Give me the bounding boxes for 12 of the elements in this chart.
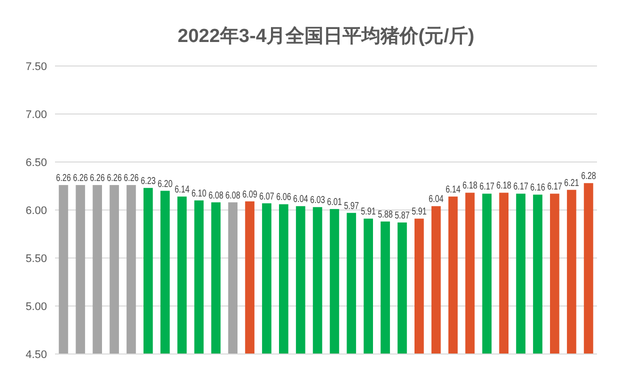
data-label: 6.21 — [564, 178, 584, 189]
y-tick-label: 6.50 — [26, 157, 47, 169]
data-label: 6.28 — [581, 171, 601, 182]
y-tick-label: 5.00 — [26, 301, 47, 313]
y-tick-label: 7.00 — [26, 109, 47, 121]
data-label: 5.91 — [412, 206, 432, 218]
y-tick-label: 7.50 — [26, 61, 47, 73]
data-label: 6.04 — [428, 194, 448, 206]
chart-title: 2022年3-4月全国日平均猪价(元/斤) — [178, 25, 474, 47]
y-tick-label: 4.50 — [26, 349, 47, 361]
y-tick-label: 6.00 — [26, 205, 47, 217]
y-tick-label: 5.50 — [26, 253, 47, 265]
